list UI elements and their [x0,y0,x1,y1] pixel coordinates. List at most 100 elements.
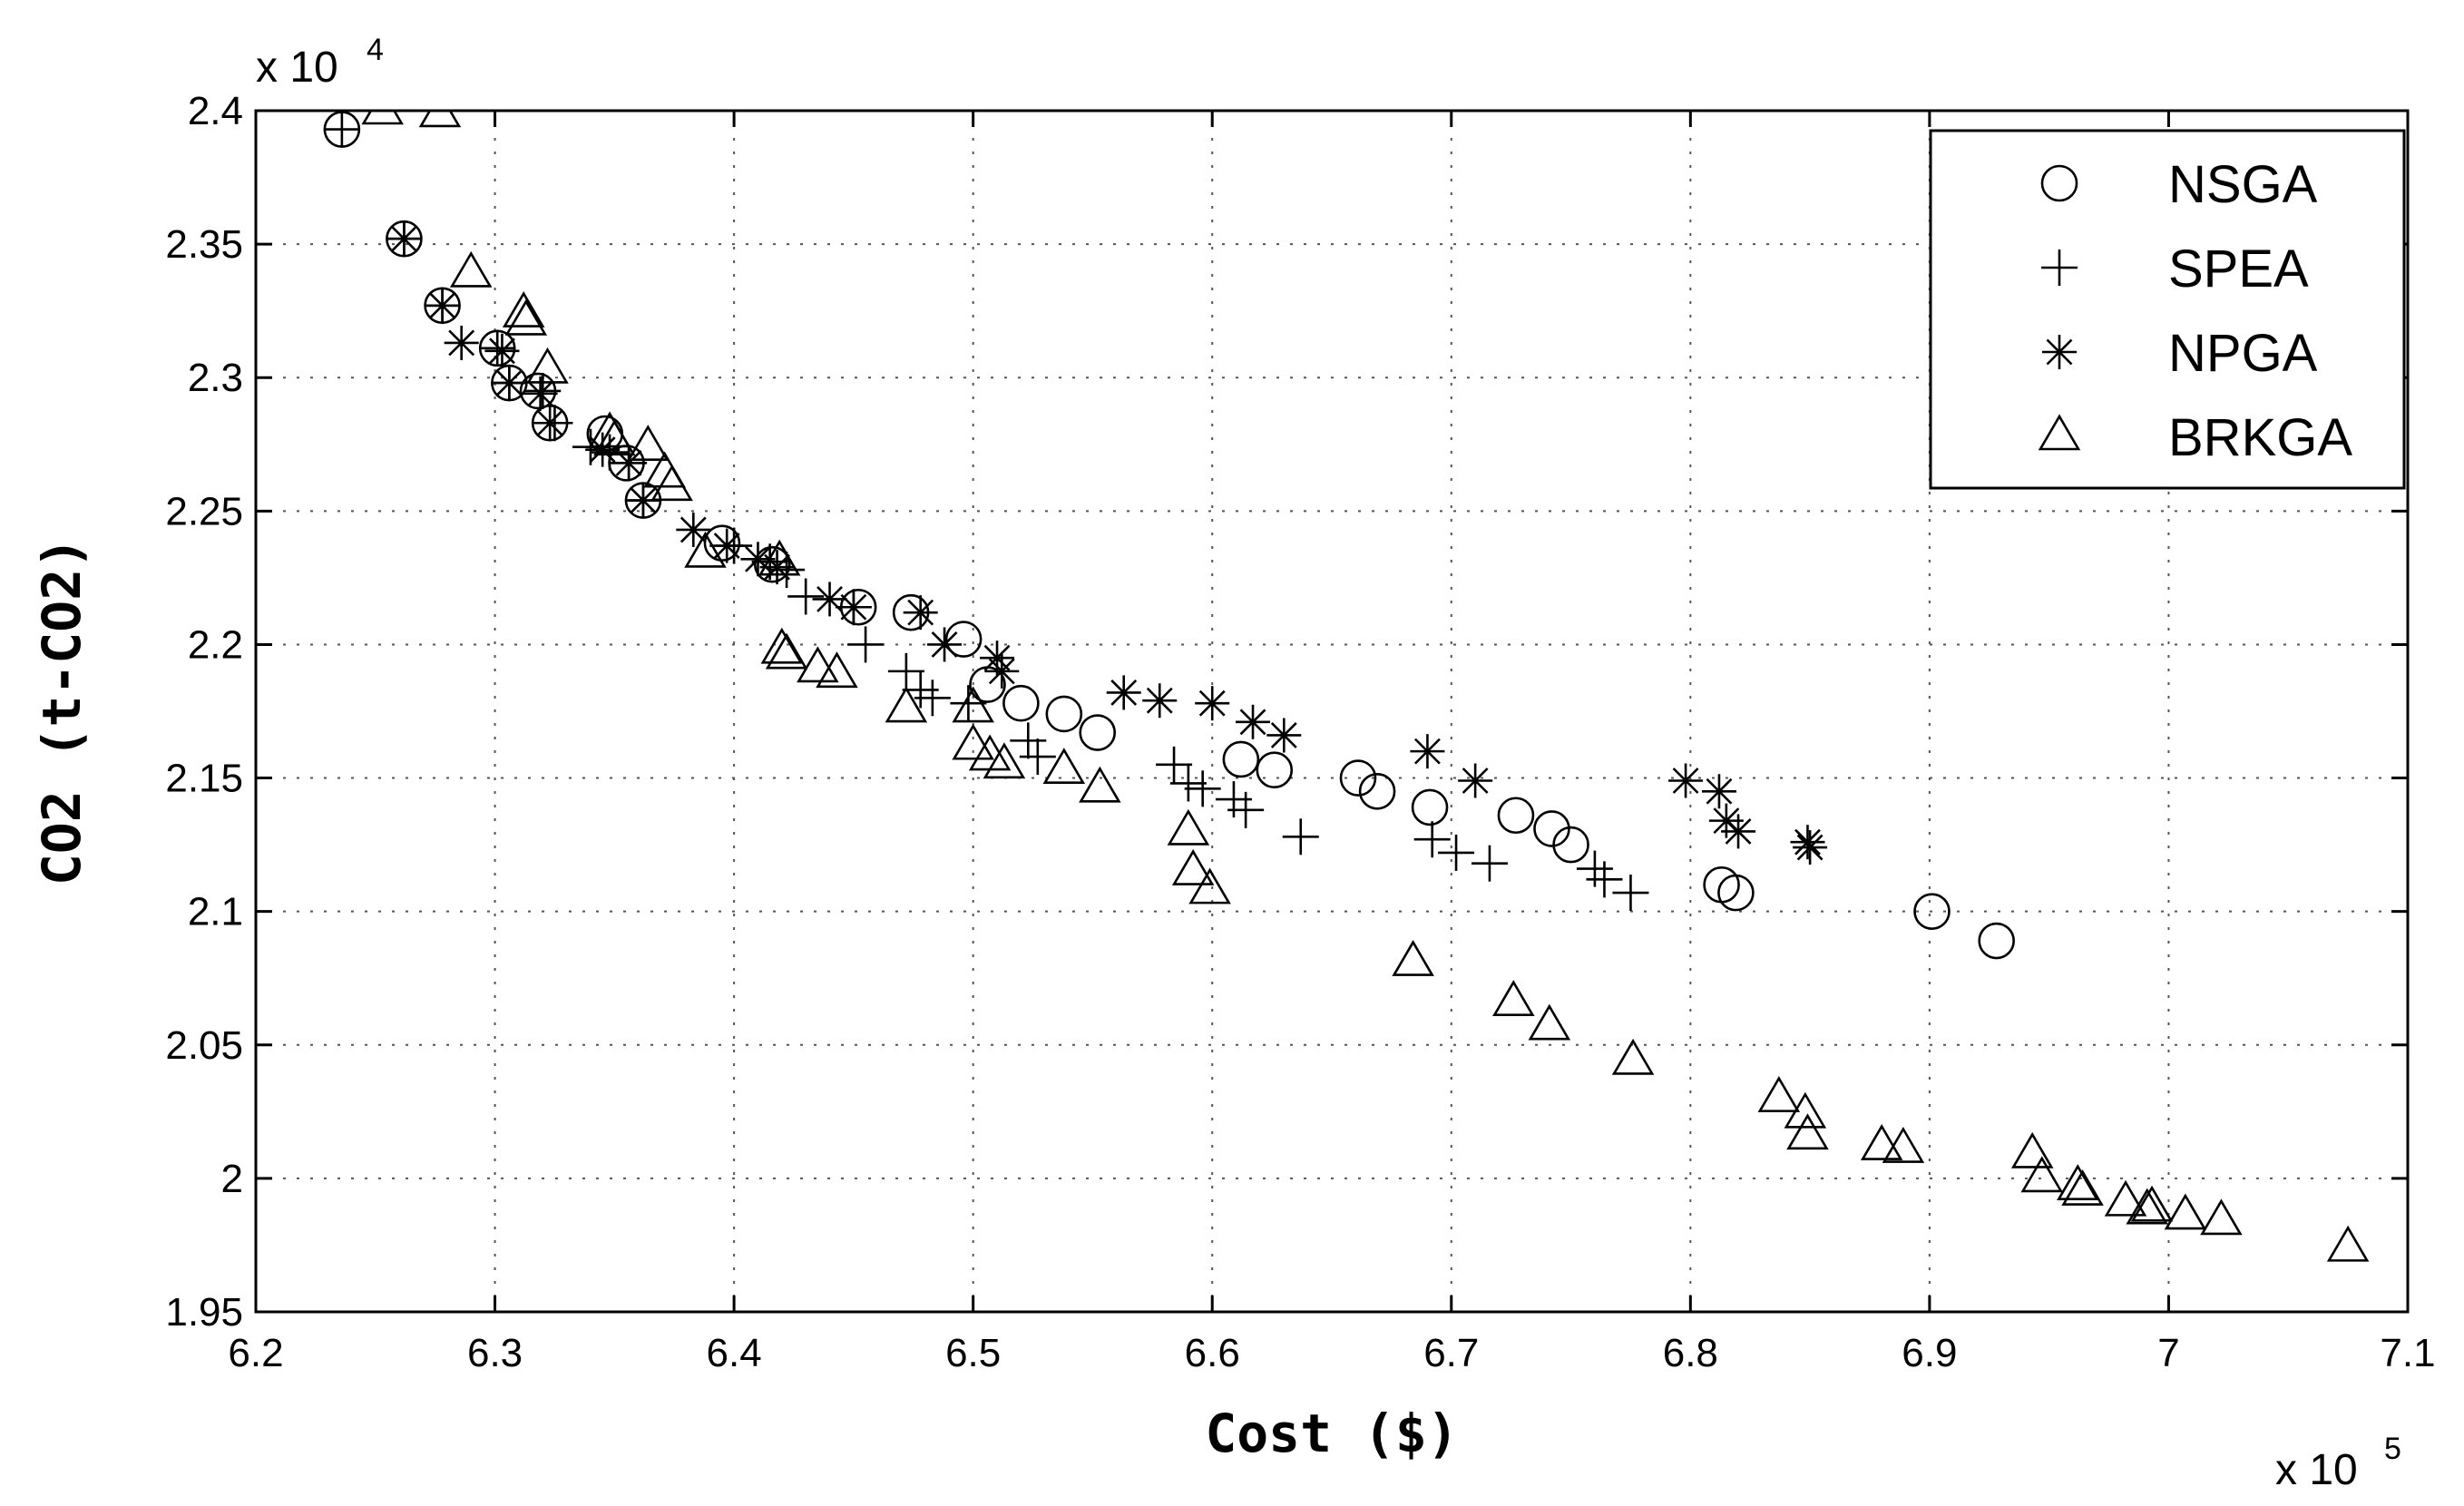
npga-point [903,595,938,631]
x-tick-label: 6.5 [945,1331,1001,1375]
x-tick-label: 6.9 [1902,1331,1957,1375]
y-tick-label: 2.25 [165,489,243,533]
brkga-point [2061,1169,2104,1206]
spea-point [887,652,924,689]
brkga-point [1860,1124,1903,1160]
npga-point [386,221,422,257]
brkga-point [952,686,994,723]
brkga-point [885,686,928,723]
nsga-point [1497,797,1535,835]
y-multiplier: x 10 4 [256,33,384,92]
brkga-point [1492,980,1535,1017]
legend-label: SPEA [2168,240,2309,298]
y-tick-label: 2.05 [165,1023,243,1068]
brkga-point [449,250,493,288]
nsga-point [944,621,983,658]
npga-point [625,483,660,518]
npga-point [425,288,460,323]
x-tick-label: 6.4 [707,1331,762,1375]
brkga-point [1757,1076,1801,1112]
y-tick-label: 2.2 [188,622,243,667]
npga-point [1793,830,1828,865]
series-npga [386,221,1828,865]
series-spea [323,111,1649,912]
brkga-point [816,651,858,689]
npga-point [1790,825,1825,860]
legend-item-spea: SPEA [2041,240,2309,298]
npga-point [1195,686,1230,721]
brkga-point [760,627,804,664]
y-tick-label: 2.4 [188,89,243,133]
npga-point [1142,683,1178,719]
spea-point [1612,875,1649,912]
npga-point [984,653,1020,689]
brkga-point [2200,1198,2243,1236]
legend-marker-asterisk-icon [2042,335,2077,369]
y-tick-label: 2.3 [188,356,243,400]
npga-point [585,432,621,467]
spea-point [479,329,516,367]
y-axis-ticks: 1.95 2 2.05 2.1 2.15 2.2 2.25 2.3 2.35 2.4 [165,89,2408,1335]
y-tick-label: 2.15 [165,757,243,801]
x-tick-label: 6.6 [1185,1331,1240,1375]
npga-point [980,641,1015,676]
nsga-point [1339,759,1377,797]
x-axis-title: Cost ($) [1205,1403,1458,1464]
brkga-point [1167,808,1210,846]
brkga-point [593,419,636,456]
brkga-point [758,539,801,576]
brkga-point [1786,1113,1829,1150]
y-tick-label: 2.35 [165,222,243,267]
spea-point [787,578,825,615]
brkga-point [2164,1193,2207,1230]
nsga-point [1079,714,1117,751]
legend-item-npga: NPGA [2042,324,2318,383]
legend-label: BRKGA [2168,408,2352,467]
series-nsga [323,111,2015,960]
nsga-point [1256,751,1294,789]
brkga-point [2126,1188,2168,1225]
spea-point [1156,746,1193,783]
y-tick-label: 2.1 [188,890,243,934]
npga-point [1236,704,1271,739]
nsga-point [1913,893,1951,930]
brkga-point [1611,1038,1655,1075]
x-multiplier: x 10 5 [2275,1432,2401,1494]
brkga-point [418,111,462,128]
nsga-point [1045,695,1083,733]
npga-point [1106,675,1141,710]
legend-marker-circle-icon [2040,164,2078,202]
spea-point [847,626,885,663]
legend-item-brkga: BRKGA [2038,408,2352,467]
npga-point [1668,763,1704,798]
spea-point [1586,861,1623,898]
spea-point [1438,834,1475,871]
brkga-point [797,646,839,683]
npga-point [611,445,647,481]
axes [254,109,2410,1314]
nsga-point [1717,874,1755,912]
x-tick-label: 6.3 [467,1331,523,1375]
plot-frame [254,109,2410,1314]
brkga-point [1171,848,1215,885]
spea-point [1019,738,1056,776]
npga-point [836,590,871,625]
spea-point [1576,850,1613,887]
spea-point [323,111,360,148]
brkga-point [2104,1179,2147,1217]
brkga-point [2130,1185,2174,1222]
npga-point [533,406,568,441]
nsga-point [1222,740,1260,778]
y-multiplier-base: x 10 [256,44,338,92]
x-tick-label: 7 [2157,1331,2179,1375]
y-tick-label: 1.95 [165,1290,243,1335]
nsga-point [753,545,791,583]
brkga-point [2326,1225,2370,1262]
spea-point [1471,845,1508,882]
x-tick-label: 7.1 [2380,1331,2435,1375]
spea-point [1184,770,1221,807]
brkga-point [504,298,548,336]
legend-label: NPGA [2168,324,2318,383]
brkga-point [952,723,994,760]
